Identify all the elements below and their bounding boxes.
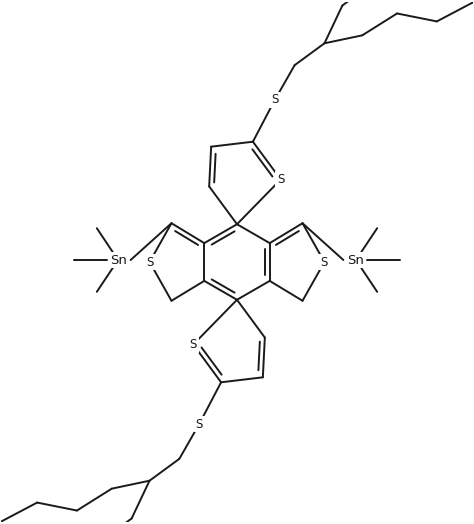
Text: S: S (277, 173, 284, 186)
Text: Sn: Sn (110, 254, 127, 267)
Text: S: S (196, 418, 203, 431)
Text: Sn: Sn (347, 254, 364, 267)
Text: S: S (146, 256, 153, 268)
Text: S: S (190, 338, 197, 351)
Text: S: S (321, 256, 328, 268)
Text: S: S (271, 93, 278, 106)
